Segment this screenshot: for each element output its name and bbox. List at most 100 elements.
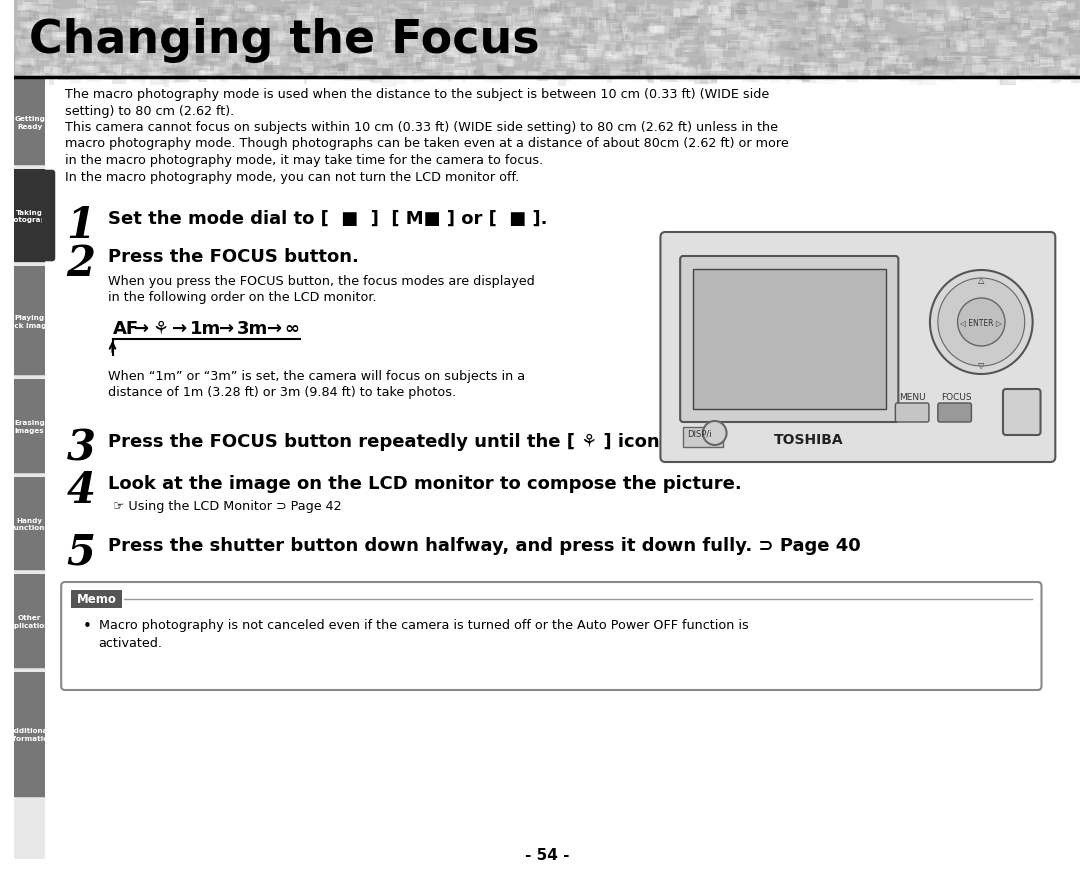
Bar xyxy=(1002,76,1016,85)
Bar xyxy=(175,62,178,65)
Bar xyxy=(836,47,853,52)
Bar xyxy=(403,16,410,23)
Bar xyxy=(825,7,831,10)
Bar xyxy=(623,47,639,54)
Bar xyxy=(968,59,978,64)
Bar xyxy=(78,19,87,24)
Bar xyxy=(157,63,173,72)
Bar xyxy=(512,30,515,37)
Bar xyxy=(638,2,647,8)
Bar xyxy=(397,51,413,61)
Bar xyxy=(467,28,477,31)
Bar xyxy=(306,57,314,63)
Bar xyxy=(555,44,563,52)
Bar xyxy=(622,29,626,35)
Bar xyxy=(224,76,230,82)
Bar xyxy=(693,26,698,34)
Bar xyxy=(500,33,514,36)
Bar xyxy=(626,50,635,57)
Bar xyxy=(894,45,904,51)
Bar xyxy=(896,72,910,75)
Bar xyxy=(910,59,918,64)
Bar xyxy=(409,74,421,82)
Bar xyxy=(869,70,874,77)
Bar xyxy=(106,6,117,14)
Bar xyxy=(915,2,918,4)
Bar xyxy=(447,42,456,51)
Bar xyxy=(224,66,232,73)
Bar xyxy=(777,77,782,85)
Bar xyxy=(907,22,918,30)
Bar xyxy=(540,41,550,50)
Bar xyxy=(235,23,247,29)
Bar xyxy=(187,38,202,41)
Bar xyxy=(32,66,38,75)
Bar xyxy=(870,75,876,79)
Bar xyxy=(687,30,703,37)
Bar xyxy=(362,60,376,67)
Bar xyxy=(498,21,501,24)
Bar xyxy=(295,39,302,43)
Bar xyxy=(127,40,139,44)
Bar xyxy=(436,56,444,64)
Bar xyxy=(917,41,929,47)
Bar xyxy=(926,48,942,57)
Bar xyxy=(66,40,81,43)
Bar xyxy=(409,64,421,70)
Bar xyxy=(956,64,963,73)
Bar xyxy=(274,32,284,40)
Bar xyxy=(772,41,779,49)
Bar xyxy=(854,12,859,21)
Bar xyxy=(1021,11,1027,14)
Bar xyxy=(210,6,214,15)
Bar xyxy=(314,76,330,82)
Bar xyxy=(707,26,715,30)
Bar xyxy=(1043,7,1048,13)
Bar xyxy=(1009,76,1026,83)
Bar xyxy=(828,72,834,79)
Bar xyxy=(1034,7,1044,12)
Bar xyxy=(851,14,864,21)
Bar xyxy=(113,17,118,22)
Bar xyxy=(724,55,735,62)
Text: 1m: 1m xyxy=(189,320,220,338)
Bar xyxy=(955,56,969,64)
Bar xyxy=(296,14,311,22)
Bar xyxy=(31,71,42,76)
Bar xyxy=(458,8,470,13)
Bar xyxy=(510,46,516,56)
Bar xyxy=(122,76,136,83)
Bar xyxy=(565,9,571,16)
Bar xyxy=(17,14,35,17)
Bar xyxy=(1057,51,1064,56)
Bar xyxy=(403,37,417,47)
Bar xyxy=(227,23,239,28)
Bar xyxy=(49,24,64,31)
Bar xyxy=(283,21,294,23)
Bar xyxy=(246,54,264,63)
Bar xyxy=(471,69,477,76)
Bar xyxy=(968,21,976,29)
Bar xyxy=(503,2,509,7)
FancyBboxPatch shape xyxy=(661,233,1055,462)
Bar xyxy=(354,55,363,59)
Bar xyxy=(1059,52,1075,55)
Bar xyxy=(274,62,289,69)
Bar xyxy=(507,61,518,68)
Bar xyxy=(127,63,132,67)
Bar xyxy=(618,54,623,58)
Bar xyxy=(365,65,370,73)
Bar xyxy=(264,16,281,22)
Bar xyxy=(731,10,742,16)
Bar xyxy=(1034,49,1044,52)
Bar xyxy=(1072,55,1080,58)
Text: In the macro photography mode, you can not turn the LCD monitor off.: In the macro photography mode, you can n… xyxy=(65,170,519,183)
Bar xyxy=(240,76,247,83)
Bar xyxy=(121,45,130,56)
Bar xyxy=(760,19,766,28)
Bar xyxy=(455,58,467,67)
Bar xyxy=(673,47,680,55)
Bar xyxy=(755,20,758,26)
Bar xyxy=(1029,6,1034,15)
Bar xyxy=(178,46,181,55)
